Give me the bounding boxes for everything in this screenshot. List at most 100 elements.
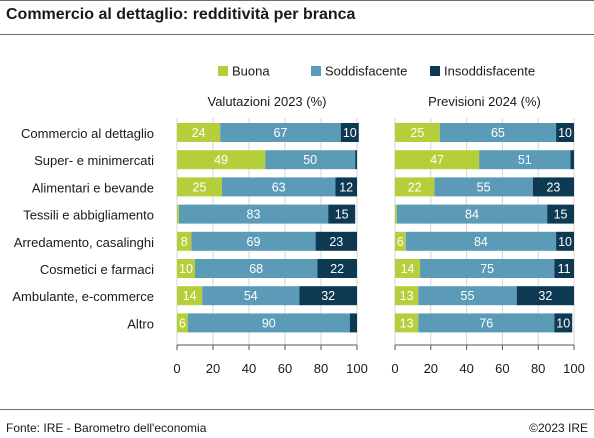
footer-copyright: ©2023 IRE: [529, 421, 588, 435]
x-tick-label: 40: [459, 361, 473, 376]
data-label: 32: [321, 289, 335, 303]
data-label: 69: [247, 235, 261, 249]
bar-segment: [439, 123, 557, 142]
data-label: 10: [558, 235, 572, 249]
bar-segment: [315, 231, 357, 251]
bar-segment: [299, 286, 357, 306]
bar-segment: [395, 204, 397, 224]
bar-segment: [395, 313, 419, 333]
footer-source: Fonte: IRE - Barometro dell'economia: [6, 421, 207, 435]
panel-title: Valutazioni 2023 (%): [208, 94, 327, 109]
data-label: 49: [214, 153, 228, 167]
top-rule: [0, 0, 594, 1]
data-label: 50: [303, 153, 317, 167]
data-label: 14: [183, 289, 197, 303]
bar-segment: [177, 286, 203, 306]
bar-segment: [187, 313, 350, 333]
data-label: 47: [430, 153, 444, 167]
bar-segment: [335, 177, 357, 197]
x-tick-label: 20: [206, 361, 220, 376]
data-label: 55: [461, 289, 475, 303]
bar-segment: [395, 259, 421, 278]
bar-segment: [395, 123, 440, 142]
data-label: 23: [329, 235, 343, 249]
data-label: 13: [400, 289, 414, 303]
title-rule: [0, 34, 594, 35]
x-tick-label: 80: [531, 361, 545, 376]
bar-segment: [395, 286, 419, 306]
bar-segment: [191, 231, 316, 251]
bar-segment: [355, 150, 357, 170]
bar-segment: [195, 259, 318, 278]
data-label: 6: [397, 235, 404, 249]
legend-label: Soddisfacente: [325, 64, 407, 79]
bar-segment: [420, 259, 555, 278]
data-label: 67: [274, 126, 288, 140]
category-label: Super- e minimercati: [34, 153, 154, 168]
chart-title: Commercio al dettaglio: redditività per …: [6, 6, 356, 23]
bar-segment: [570, 150, 574, 170]
bar-segment: [177, 123, 221, 142]
x-tick-label: 60: [278, 361, 292, 376]
bar-segment: [396, 204, 548, 224]
bar-segment: [395, 150, 480, 170]
data-label: 83: [247, 208, 261, 222]
bar-segment: [479, 150, 571, 170]
data-label: 55: [477, 180, 491, 194]
x-tick-label: 40: [242, 361, 256, 376]
data-label: 25: [193, 180, 207, 194]
bar-segment: [177, 259, 195, 278]
bar-segment: [177, 177, 222, 197]
data-label: 75: [480, 262, 494, 276]
data-label: 10: [556, 316, 570, 330]
data-label: 12: [339, 180, 353, 194]
bar-segment: [177, 150, 266, 170]
category-label: Arredamento, casalinghi: [14, 235, 154, 250]
x-tick-label: 80: [314, 361, 328, 376]
x-tick-label: 20: [424, 361, 438, 376]
data-label: 22: [330, 262, 344, 276]
x-tick-label: 100: [346, 361, 368, 376]
data-label: 13: [400, 316, 414, 330]
data-label: 10: [343, 126, 357, 140]
x-tick-label: 60: [495, 361, 509, 376]
bar-segment: [516, 286, 574, 306]
category-label: Commercio al dettaglio: [21, 126, 154, 141]
bar-segment: [547, 204, 574, 224]
data-label: 63: [272, 180, 286, 194]
x-tick-label: 0: [173, 361, 180, 376]
data-label: 54: [244, 289, 258, 303]
category-label: Tessili e abbigliamento: [23, 208, 154, 223]
data-label: 68: [249, 262, 263, 276]
legend-swatch: [311, 66, 321, 76]
bar-segment: [395, 177, 435, 197]
bar-segment: [556, 231, 574, 251]
data-label: 8: [181, 235, 188, 249]
bar-segment: [434, 177, 533, 197]
legend-label: Insoddisfacente: [444, 64, 535, 79]
bar-segment: [340, 123, 359, 142]
category-label: Ambulante, e-commerce: [12, 289, 154, 304]
data-label: 11: [558, 262, 571, 276]
data-label: 76: [479, 316, 493, 330]
data-label: 84: [465, 208, 479, 222]
bar-segment: [418, 313, 555, 333]
x-tick-label: 0: [391, 361, 398, 376]
data-label: 90: [262, 316, 276, 330]
panel-title: Previsioni 2024 (%): [428, 94, 541, 109]
footer-rule: [0, 409, 594, 410]
data-label: 15: [554, 208, 568, 222]
bar-segment: [220, 123, 341, 142]
bar-segment: [395, 231, 406, 251]
data-label: 32: [538, 289, 552, 303]
data-label: 24: [192, 126, 206, 140]
category-label: Altro: [127, 316, 154, 331]
bar-segment: [532, 177, 574, 197]
legend-swatch: [218, 66, 228, 76]
bar-segment: [554, 259, 574, 278]
bar-segment: [202, 286, 300, 306]
data-label: 6: [179, 316, 186, 330]
category-label: Cosmetici e farmaci: [40, 262, 154, 277]
bar-segment: [317, 259, 357, 278]
category-label: Alimentari e bevande: [32, 180, 154, 195]
